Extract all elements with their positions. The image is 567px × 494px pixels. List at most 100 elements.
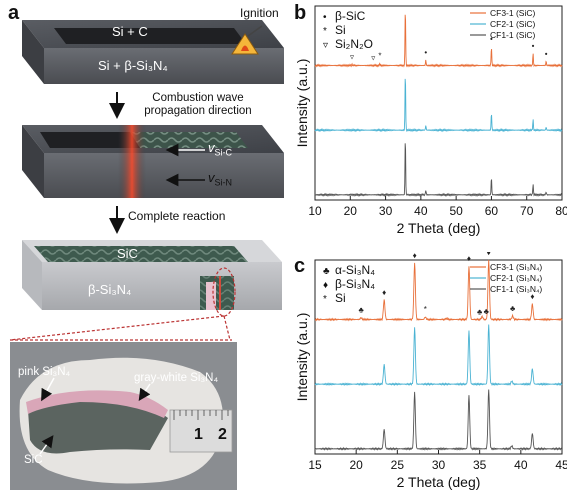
peak-marker: * — [424, 305, 427, 314]
block1-top-label: Si + C — [112, 24, 148, 39]
series-line-CF2-1 (SiC) — [314, 78, 563, 133]
legend-symbol: ♣ — [323, 266, 330, 277]
legend-text: α-Si₃N₄ — [335, 263, 375, 277]
series-line-CF2-1 (Si₃N₄) — [314, 324, 563, 387]
sample-sic-layer — [28, 398, 168, 454]
peak-marker: ♣ — [358, 306, 364, 315]
peak-marker: ♣ — [477, 307, 483, 316]
photo-sic-label: SiC — [24, 454, 43, 466]
peak-marker: • — [424, 48, 427, 57]
peak-marker: ▿ — [371, 53, 375, 62]
block1-front-face — [44, 48, 284, 84]
x-tick-label: 15 — [308, 458, 322, 472]
arrow1-caption-line2: propagation direction — [144, 105, 252, 117]
photo-pink-label: pink Si₃N₄ — [18, 366, 71, 378]
legend-symbol: ♦ — [323, 280, 328, 291]
block1-side-face — [22, 20, 44, 84]
x-tick-label: 60 — [485, 204, 499, 218]
legend-symbol: • — [323, 12, 327, 23]
sample-pink-layer — [26, 390, 168, 418]
block3-front-face — [42, 262, 282, 310]
block3-bottom-label: β-Si₃N₄ — [88, 282, 132, 297]
peak-marker: • — [490, 34, 493, 43]
x-tick-label: 50 — [449, 204, 463, 218]
series-line-CF1-1 (SiC) — [314, 143, 563, 197]
block3-top-label: SiC — [117, 246, 138, 261]
v-sic-main: v — [208, 140, 215, 155]
x-tick-label: 20 — [344, 204, 358, 218]
x-axis-label: 2 Theta (deg) — [397, 474, 481, 490]
block1-bottom-label: Si + β-Si₃N₄ — [98, 58, 168, 73]
legend-text: Si — [335, 291, 346, 305]
photo-gray-label: gray-white Si₃N₄ — [134, 372, 219, 384]
legend-series-label: CF2-1 (Si₃N₄) — [490, 273, 542, 283]
v-sin-sub: Si-N — [214, 177, 233, 188]
peak-marker: ♦ — [382, 288, 386, 297]
legend-text: β-SiC — [335, 9, 366, 23]
x-tick-label: 25 — [391, 458, 405, 472]
block3-side-face — [22, 240, 42, 310]
legend-series-label: CF1-1 (SiC) — [490, 30, 536, 40]
legend-series-label: CF3-1 (SiC) — [490, 8, 536, 18]
x-tick-label: 30 — [379, 204, 393, 218]
x-tick-label: 10 — [308, 204, 322, 218]
legend-series-label: CF3-1 (Si₃N₄) — [490, 262, 542, 272]
ignition-warning-icon — [231, 25, 263, 55]
panel-a-label: a — [8, 2, 20, 24]
legend-symbol: * — [323, 26, 327, 37]
arrow2-caption: Complete reaction — [128, 209, 226, 223]
plot-frame — [314, 5, 563, 201]
x-tick-label: 80 — [555, 204, 567, 218]
legend-text: Si — [335, 23, 346, 37]
x-tick-label: 20 — [349, 458, 363, 472]
peak-marker: ♦ — [530, 292, 534, 301]
arrow1-caption: Combustion wave propagation direction — [128, 92, 268, 118]
legend-series-label: CF2-1 (SiC) — [490, 19, 536, 29]
panel-c-label: c — [294, 255, 306, 277]
peak-marker: ♣ — [510, 304, 516, 313]
peak-marker: ♦ — [467, 254, 471, 263]
y-axis-label: Intensity (a.u.) — [294, 59, 310, 148]
ruler-label-1: 1 — [194, 426, 203, 443]
arrow1-caption-line1: Combustion wave — [152, 92, 244, 104]
combustion-front — [118, 125, 146, 198]
v-sic-sub: Si-C — [214, 147, 233, 158]
v-sin-main: v — [208, 170, 215, 185]
v-sic-label: vSi-C — [208, 140, 232, 158]
x-tick-label: 35 — [473, 458, 487, 472]
x-tick-label: 70 — [520, 204, 534, 218]
peak-marker: ▿ — [350, 52, 354, 61]
legend-symbol: * — [323, 294, 327, 305]
block2-unreacted-strip — [40, 132, 140, 148]
series-line-CF1-1 (Si₃N₄) — [314, 389, 563, 451]
legend-text: β-Si₃N₄ — [335, 277, 375, 291]
legend-symbol: ▿ — [323, 40, 328, 51]
peak-marker: * — [378, 52, 381, 61]
panel-a-schematic — [9, 20, 284, 490]
peak-marker: ♦ — [413, 252, 417, 260]
block2-front-face — [44, 153, 284, 198]
x-axis-label: 2 Theta (deg) — [397, 220, 481, 236]
pink-layer — [206, 282, 216, 310]
peak-marker: • — [532, 42, 535, 51]
x-tick-label: 45 — [555, 458, 567, 472]
panel-b-label: b — [294, 2, 307, 24]
ruler-label-2: 2 — [218, 426, 227, 443]
peak-marker: ♦ — [487, 252, 491, 257]
peak-marker: • — [404, 0, 407, 3]
ignition-label: Ignition — [240, 6, 279, 20]
x-tick-label: 40 — [514, 458, 528, 472]
x-tick-label: 30 — [432, 458, 446, 472]
legend-text: Si₂N₂O — [335, 37, 373, 51]
x-tick-label: 40 — [414, 204, 428, 218]
zoom-ellipse — [212, 267, 236, 317]
peak-marker: • — [545, 49, 548, 58]
peak-marker: ♣ — [484, 307, 490, 316]
block2-side-face — [22, 125, 44, 198]
block1-sic-strip — [54, 28, 246, 44]
panel-c-xrd-chart: ♣♦♦*♦♣ ♣♦♣♦15 20 25 30 35 40 452 Theta (deg)Int… — [294, 252, 567, 490]
v-sin-label: vSi-N — [208, 170, 232, 188]
series-line-CF3-1 (Si₃N₄) — [314, 259, 563, 322]
y-axis-label: Intensity (a.u.) — [294, 313, 310, 402]
